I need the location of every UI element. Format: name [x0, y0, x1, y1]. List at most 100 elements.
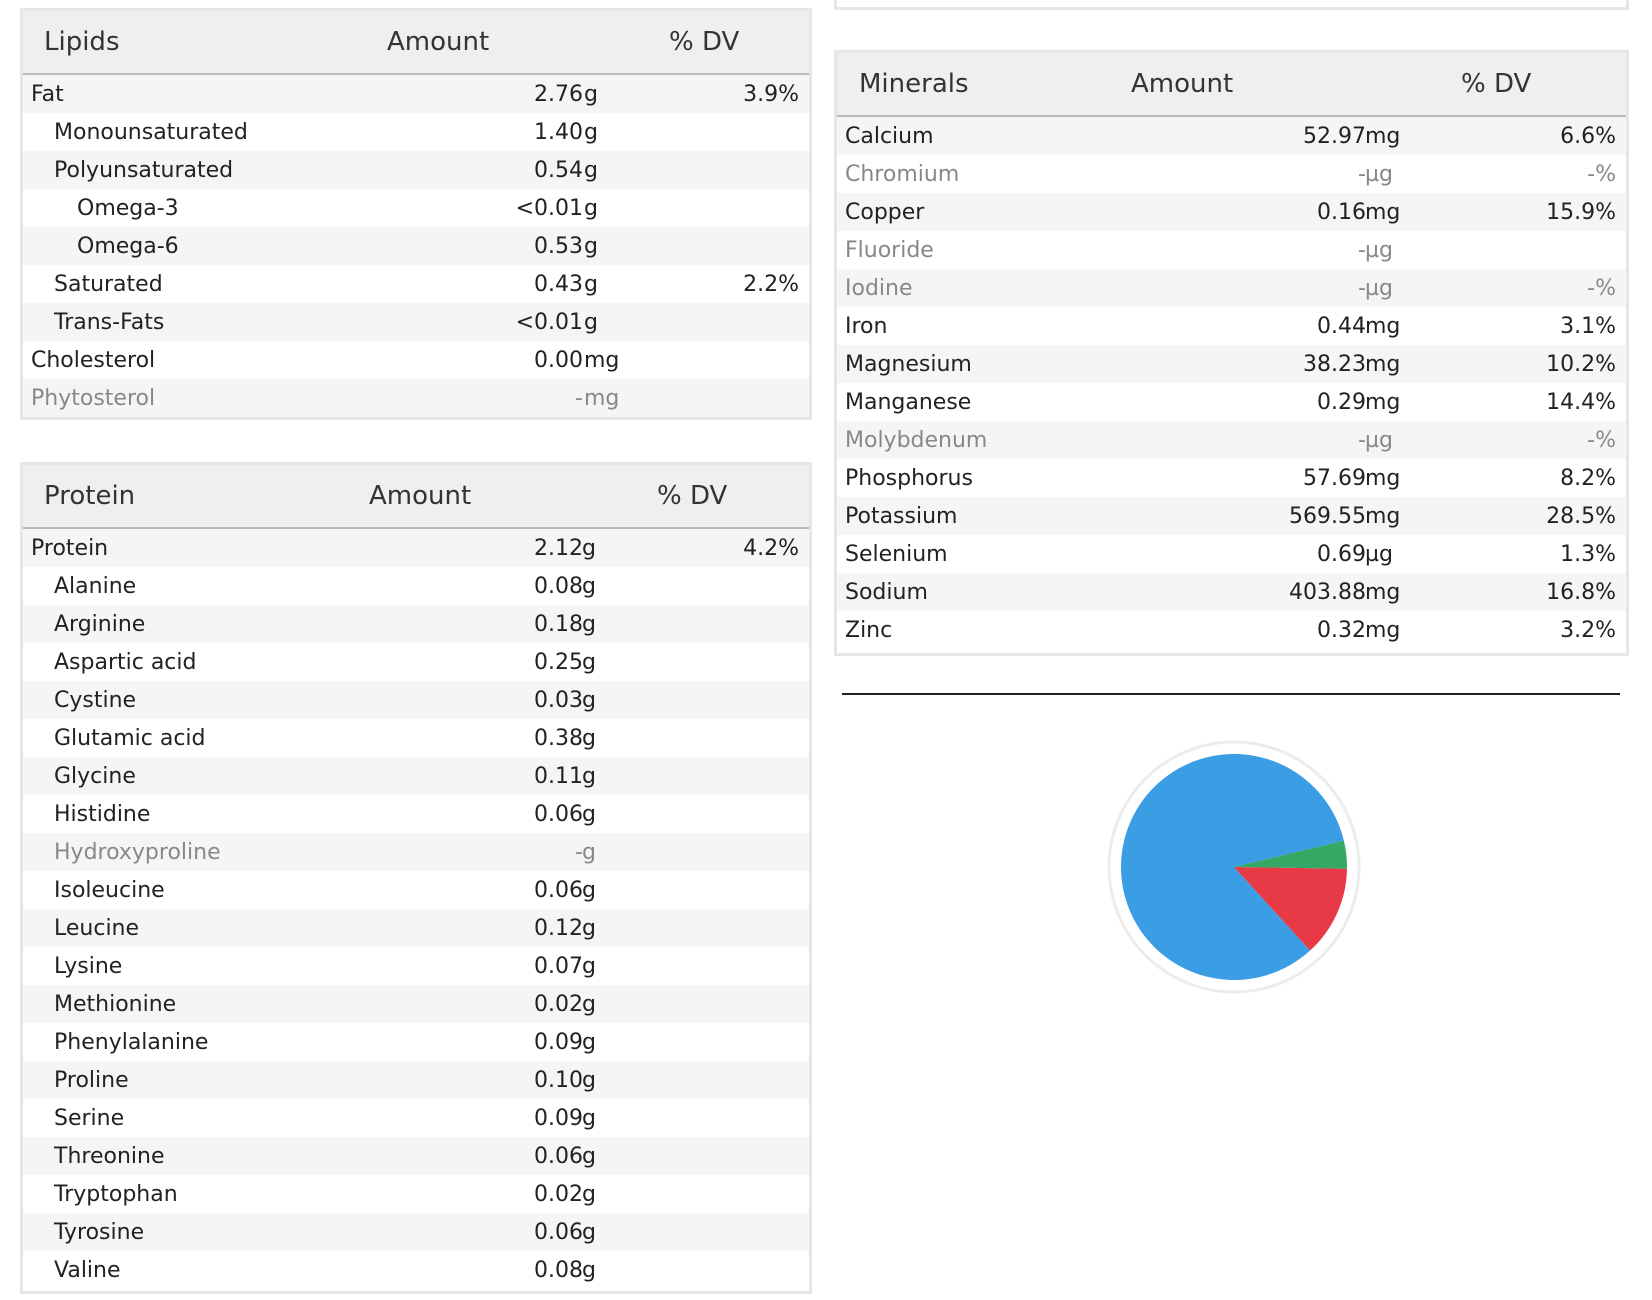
minerals-row-name: Phosphorus	[845, 466, 973, 491]
protein-row: Cystine 0.03 g	[23, 681, 809, 719]
protein-row-unit: g	[582, 954, 596, 979]
minerals-row: Selenium 0.69 µg 1.3%	[837, 535, 1626, 573]
lipids-row-amount: <0.01	[515, 310, 583, 335]
protein-row-amount: 0.10	[534, 1068, 583, 1093]
lipids-row-unit: g	[584, 234, 598, 259]
minerals-row-unit: mg	[1365, 504, 1401, 529]
minerals-row: Calcium 52.97 mg 6.6%	[837, 117, 1626, 155]
minerals-row-name: Fluoride	[845, 238, 934, 263]
minerals-row-amount: 0.16	[1317, 200, 1366, 225]
protein-row: Aspartic acid 0.25 g	[23, 643, 809, 681]
macronutrient-pie-chart	[1107, 740, 1361, 998]
protein-row-amount: 0.38	[534, 726, 583, 751]
protein-table: Protein Amount % DV Protein 2.12 g 4.2% Alan…	[20, 462, 812, 1294]
protein-row-name: Cystine	[54, 688, 137, 713]
minerals-table-header: Minerals Amount % DV	[837, 53, 1626, 117]
protein-row-amount: 0.08	[534, 1258, 583, 1283]
minerals-row-amount: 52.97	[1303, 124, 1366, 149]
minerals-table: Minerals Amount % DV Calcium 52.97 mg 6.6% C…	[834, 50, 1629, 656]
protein-header-amount: Amount	[369, 481, 472, 511]
minerals-row-amount: 38.23	[1303, 352, 1366, 377]
protein-row: Glycine 0.11 g	[23, 757, 809, 795]
protein-row: Glutamic acid 0.38 g	[23, 719, 809, 757]
minerals-row: Magnesium 38.23 mg 10.2%	[837, 345, 1626, 383]
protein-row-amount: 0.08	[534, 574, 583, 599]
protein-row: Isoleucine 0.06 g	[23, 871, 809, 909]
minerals-row-dv: 28.5%	[1546, 504, 1616, 529]
lipids-row-unit: g	[584, 82, 598, 107]
protein-row-name: Hydroxyproline	[54, 840, 221, 865]
minerals-row: Phosphorus 57.69 mg 8.2%	[837, 459, 1626, 497]
protein-row: Alanine 0.08 g	[23, 567, 809, 605]
protein-row-amount: 0.02	[534, 1182, 583, 1207]
lipids-row-name: Cholesterol	[31, 348, 156, 373]
minerals-row: Potassium 569.55 mg 28.5%	[837, 497, 1626, 535]
minerals-row-amount: 0.69	[1317, 542, 1366, 567]
minerals-row: Iron 0.44 mg 3.1%	[837, 307, 1626, 345]
minerals-row-dv: 1.3%	[1560, 542, 1616, 567]
pie-slice-0	[1121, 754, 1344, 980]
protein-row-unit: g	[582, 726, 596, 751]
minerals-row: Manganese 0.29 mg 14.4%	[837, 383, 1626, 421]
lipids-table-header: Lipids Amount % DV	[23, 11, 809, 75]
protein-row-unit: g	[582, 1144, 596, 1169]
table-above-edge	[834, 0, 1629, 10]
protein-row-name: Glycine	[54, 764, 136, 789]
protein-row-unit: g	[582, 878, 596, 903]
minerals-row-amount: 0.29	[1317, 390, 1366, 415]
minerals-row-name: Magnesium	[845, 352, 972, 377]
lipids-row-name: Fat	[31, 82, 64, 107]
minerals-row-dv: 10.2%	[1546, 352, 1616, 377]
lipids-row-unit: g	[584, 158, 598, 183]
protein-row-name: Histidine	[54, 802, 151, 827]
protein-row-amount: 2.12	[534, 536, 583, 561]
lipids-row-amount: 0.00	[534, 348, 583, 373]
lipids-row-name: Phytosterol	[31, 386, 156, 411]
lipids-row-amount: <0.01	[515, 196, 583, 221]
minerals-row-unit: mg	[1365, 618, 1401, 643]
lipids-row: Trans-Fats <0.01 g	[23, 303, 809, 341]
protein-row-amount: 0.06	[534, 878, 583, 903]
lipids-row-amount: 1.40	[534, 120, 583, 145]
protein-row-unit: g	[582, 536, 596, 561]
minerals-row: Sodium 403.88 mg 16.8%	[837, 573, 1626, 611]
protein-row-name: Isoleucine	[54, 878, 165, 903]
protein-row: Phenylalanine 0.09 g	[23, 1023, 809, 1061]
protein-row-amount: 0.07	[534, 954, 583, 979]
protein-row-amount: 0.02	[534, 992, 583, 1017]
minerals-row-unit: mg	[1365, 352, 1401, 377]
minerals-row-unit: µg	[1365, 428, 1393, 453]
pie-chart-svg	[1107, 740, 1361, 994]
minerals-row-unit: mg	[1365, 580, 1401, 605]
minerals-row-name: Copper	[845, 200, 925, 225]
lipids-row: Phytosterol - mg	[23, 379, 809, 417]
minerals-row-unit: mg	[1365, 124, 1401, 149]
minerals-row-name: Molybdenum	[845, 428, 988, 453]
minerals-row-name: Selenium	[845, 542, 948, 567]
protein-row-name: Threonine	[54, 1144, 165, 1169]
protein-row-name: Phenylalanine	[54, 1030, 209, 1055]
minerals-row-dv: 8.2%	[1560, 466, 1616, 491]
minerals-row-amount: -	[1358, 428, 1366, 453]
minerals-row-amount: -	[1358, 162, 1366, 187]
lipids-row-name: Saturated	[54, 272, 163, 297]
lipids-row-amount: 0.54	[534, 158, 583, 183]
minerals-row: Copper 0.16 mg 15.9%	[837, 193, 1626, 231]
protein-row-name: Arginine	[54, 612, 146, 637]
lipids-row-name: Omega-6	[77, 234, 179, 259]
minerals-header-name: Minerals	[859, 69, 969, 99]
protein-row: Threonine 0.06 g	[23, 1137, 809, 1175]
minerals-row: Fluoride - µg	[837, 231, 1626, 269]
protein-row: Proline 0.10 g	[23, 1061, 809, 1099]
protein-row-unit: g	[582, 688, 596, 713]
protein-row-unit: g	[582, 840, 596, 865]
protein-row-amount: 0.25	[534, 650, 583, 675]
lipids-row: Fat 2.76 g 3.9%	[23, 75, 809, 113]
minerals-row: Chromium - µg -%	[837, 155, 1626, 193]
protein-row: Serine 0.09 g	[23, 1099, 809, 1137]
protein-row-unit: g	[582, 802, 596, 827]
section-divider	[842, 693, 1620, 695]
minerals-row-amount: 57.69	[1303, 466, 1366, 491]
protein-row-name: Aspartic acid	[54, 650, 197, 675]
minerals-row-unit: µg	[1365, 162, 1393, 187]
